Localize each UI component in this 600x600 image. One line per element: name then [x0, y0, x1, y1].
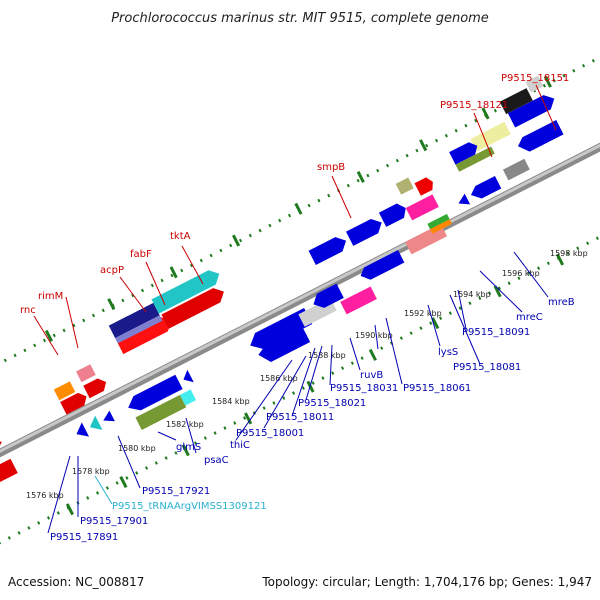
gene-label-thiC[interactable]: thiC	[230, 440, 250, 451]
gene-label-psaC[interactable]: psaC	[204, 455, 229, 466]
gene-label-ruvB[interactable]: ruvB	[360, 370, 383, 381]
gene-label-P9515_18151[interactable]: P9515_18151	[501, 73, 569, 84]
gene-label-glmS[interactable]: glmS	[176, 442, 201, 453]
gene-label-P9515_17891[interactable]: P9515_17891	[50, 532, 118, 543]
gene-label-P9515_18091[interactable]: P9515_18091	[462, 327, 530, 338]
scale-label: 1582 kbp	[166, 420, 204, 429]
scale-label: 1590 kbp	[355, 331, 393, 340]
gene-label-tRNAArg[interactable]: P9515_tRNAArgVIMSS1309121	[112, 501, 267, 512]
scale-label: 1580 kbp	[118, 444, 156, 453]
scale-label: 1594 kbp	[453, 290, 491, 299]
scale-label: 1588 kbp	[308, 351, 346, 360]
gene-label-rimM[interactable]: rimM	[38, 291, 63, 302]
leader-lines	[33, 84, 557, 534]
gene-labels-bottom: P9515_17891 P9515_17901 P9515_tRNAArgVIM…	[50, 297, 575, 543]
gene-label-P9515_17901[interactable]: P9515_17901	[80, 516, 148, 527]
scale-label: 1598 kbp	[550, 249, 588, 258]
gene-label-P9515_17921[interactable]: P9515_17921	[142, 486, 210, 497]
gene-label-mreB[interactable]: mreB	[548, 297, 575, 308]
scale-label: 1596 kbp	[502, 269, 540, 278]
reverse-genes	[0, 120, 564, 501]
scale-label: 1584 kbp	[212, 397, 250, 406]
gene-label-P9515_18061[interactable]: P9515_18061	[403, 383, 471, 394]
gene-label-lysS[interactable]: lysS	[438, 347, 458, 358]
gene-labels-top: rnc rimM acpP fabF tktA smpB P9515_18121…	[20, 73, 569, 316]
scale-label: 1578 kbp	[72, 467, 110, 476]
accession-text: Accession: NC_008817	[8, 575, 144, 589]
gene-label-P9515_18031[interactable]: P9515_18031	[330, 383, 398, 394]
gene-label-tktA[interactable]: tktA	[170, 231, 191, 242]
scale-label: 1576 kbp	[26, 491, 64, 500]
topology-text: Topology: circular; Length: 1,704,176 bp…	[261, 575, 592, 589]
gene-label-smpB[interactable]: smpB	[317, 162, 345, 173]
backbone-highlight	[0, 70, 600, 527]
gene-label-mreC[interactable]: mreC	[516, 312, 543, 323]
gene-label-P9515_18021[interactable]: P9515_18021	[298, 398, 366, 409]
gene-label-rnc[interactable]: rnc	[20, 305, 36, 316]
gene-label-fabF[interactable]: fabF	[130, 249, 152, 260]
gene-label-P9515_18011[interactable]: P9515_18011	[266, 412, 334, 423]
map-title: Prochlorococcus marinus str. MIT 9515, c…	[111, 11, 489, 26]
scale-label: 1592 kbp	[404, 309, 442, 318]
gene-label-P9515_18121[interactable]: P9515_18121	[440, 100, 508, 111]
major-ticks	[44, 75, 565, 516]
scale-labels: 1576 kbp 1578 kbp 1580 kbp 1582 kbp 1584…	[26, 249, 588, 500]
gene-label-acpP[interactable]: acpP	[100, 265, 124, 276]
forward-genes	[0, 75, 555, 476]
tick-line-bottom	[0, 142, 600, 600]
gene-label-P9515_18001[interactable]: P9515_18001	[236, 428, 304, 439]
gene-label-P9515_18081[interactable]: P9515_18081	[453, 362, 521, 373]
